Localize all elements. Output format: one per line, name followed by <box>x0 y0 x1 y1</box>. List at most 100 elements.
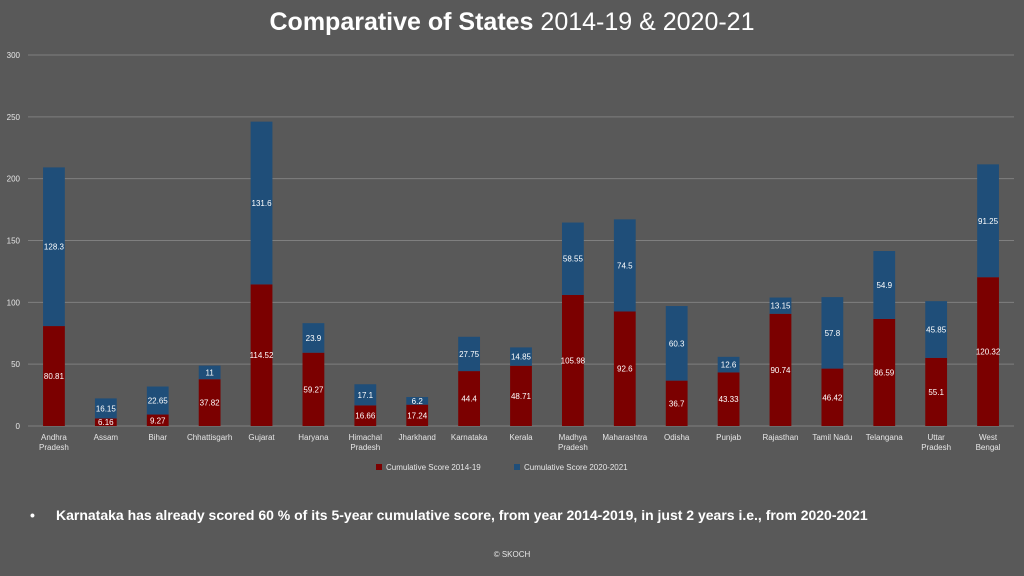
data-label: 91.25 <box>978 217 999 226</box>
x-tick-label: Himachal Pradesh <box>349 433 383 452</box>
data-label: 17.1 <box>358 391 374 400</box>
x-tick-label: Madhya Pradesh <box>558 433 588 452</box>
bar-segment <box>665 380 688 426</box>
data-label: 128.3 <box>44 243 65 252</box>
chart-title: Comparative of States 2014-19 & 2020-21 <box>0 6 1024 38</box>
data-label: 36.7 <box>669 399 685 408</box>
bar-segment <box>250 284 273 426</box>
data-label: 45.85 <box>926 326 947 335</box>
data-label: 16.15 <box>96 404 117 413</box>
data-label: 14.85 <box>511 353 532 362</box>
data-label: 12.6 <box>721 361 737 370</box>
bar-segment <box>302 352 325 426</box>
data-label: 74.5 <box>617 261 633 270</box>
bar-segment <box>354 384 377 406</box>
data-label: 55.1 <box>928 388 944 397</box>
data-label: 58.55 <box>563 255 584 264</box>
x-tick-label: Telangana <box>866 433 903 442</box>
bar-segment <box>873 318 896 426</box>
title-main: Comparative of States <box>269 8 534 36</box>
data-label: 54.9 <box>876 281 892 290</box>
bar-segment <box>354 405 377 426</box>
x-tick-label: West Bengal <box>976 433 1001 452</box>
y-tick-label: 0 <box>16 422 21 431</box>
data-label: 22.65 <box>148 397 169 406</box>
bar-segment <box>250 121 273 285</box>
data-label: 44.4 <box>461 395 477 404</box>
x-tick-label: Kerala <box>509 433 533 442</box>
x-tick-label: Karnataka <box>451 433 488 442</box>
data-label: 131.6 <box>252 199 273 208</box>
bar-segment <box>406 397 429 405</box>
note-content: Karnataka has already scored 60 % of its… <box>56 507 868 523</box>
legend-swatch <box>514 464 520 470</box>
data-label: 6.16 <box>98 418 114 427</box>
bar-segment <box>873 251 896 319</box>
bar-segment <box>821 368 844 426</box>
bar-segment <box>977 164 999 278</box>
data-label: 17.24 <box>407 411 428 420</box>
x-tick-label: Jharkhand <box>399 433 436 442</box>
y-tick-label: 150 <box>7 237 21 246</box>
bar-segment <box>977 277 999 426</box>
bar-segment <box>146 414 169 426</box>
bar-segment <box>198 379 221 426</box>
legend-label: Cumulative Score 2020-2021 <box>524 463 628 472</box>
y-tick-label: 250 <box>7 113 21 122</box>
bar-segment <box>665 306 688 381</box>
bar-segment <box>458 336 481 372</box>
data-label: 37.82 <box>200 399 221 408</box>
x-tick-label: Haryana <box>298 433 329 442</box>
data-label: 9.27 <box>150 416 166 425</box>
bar-segment <box>925 357 948 426</box>
data-label: 105.98 <box>561 356 586 365</box>
data-label: 60.3 <box>669 339 685 348</box>
bar-segment <box>146 386 169 415</box>
legend-label: Cumulative Score 2014-19 <box>386 463 481 472</box>
note-text: • Karnataka has already scored 60 % of it… <box>30 507 1010 523</box>
data-label: 114.52 <box>250 351 274 360</box>
data-label: 13.15 <box>770 302 791 311</box>
bar-segment <box>613 219 636 312</box>
y-tick-label: 200 <box>7 175 21 184</box>
x-tick-label: Tamil Nadu <box>812 433 852 442</box>
bar-segment <box>769 313 792 426</box>
x-tick-label: Chhattisgarh <box>187 433 232 442</box>
x-tick-label: Odisha <box>664 433 690 442</box>
data-label: 80.81 <box>44 372 65 381</box>
data-label: 43.33 <box>719 395 740 404</box>
title-sub: 2014-19 & 2020-21 <box>540 8 755 36</box>
bar-segment <box>406 404 429 426</box>
x-tick-label: Gujarat <box>248 433 275 442</box>
data-label: 57.8 <box>825 329 841 338</box>
bar-segment <box>717 372 740 426</box>
data-label: 120.32 <box>976 348 1001 357</box>
data-label: 23.9 <box>306 334 322 343</box>
x-tick-label: Rajasthan <box>762 433 798 442</box>
bar-segment <box>561 222 584 295</box>
bar-segment <box>769 297 792 314</box>
x-tick-label: Assam <box>94 433 119 442</box>
bar-segment <box>43 326 65 426</box>
x-tick-label: Uttar Pradesh <box>921 433 951 452</box>
bar-segment <box>561 294 584 426</box>
x-tick-label: Maharashtra <box>602 433 647 442</box>
bar-segment <box>510 365 532 426</box>
bar-segment <box>302 323 325 353</box>
x-tick-label: Punjab <box>716 433 741 442</box>
data-label: 90.74 <box>770 366 791 375</box>
bar-segment <box>510 347 532 366</box>
data-label: 11 <box>205 368 214 377</box>
bar-segment <box>43 167 65 327</box>
data-label: 48.71 <box>511 392 532 401</box>
x-tick-label: Andhra Pradesh <box>39 433 69 452</box>
y-tick-label: 50 <box>11 360 20 369</box>
data-label: 59.27 <box>303 385 324 394</box>
bar-segment <box>198 365 221 380</box>
data-label: 27.75 <box>459 350 480 359</box>
y-tick-label: 300 <box>7 51 21 60</box>
y-tick-label: 100 <box>7 298 21 307</box>
bar-segment <box>925 301 948 358</box>
data-label: 46.42 <box>822 393 843 402</box>
stacked-bar-chart: 0 50 100 150 200 250 300 80.81 128.3 Andhra Prades… <box>7 51 1014 472</box>
